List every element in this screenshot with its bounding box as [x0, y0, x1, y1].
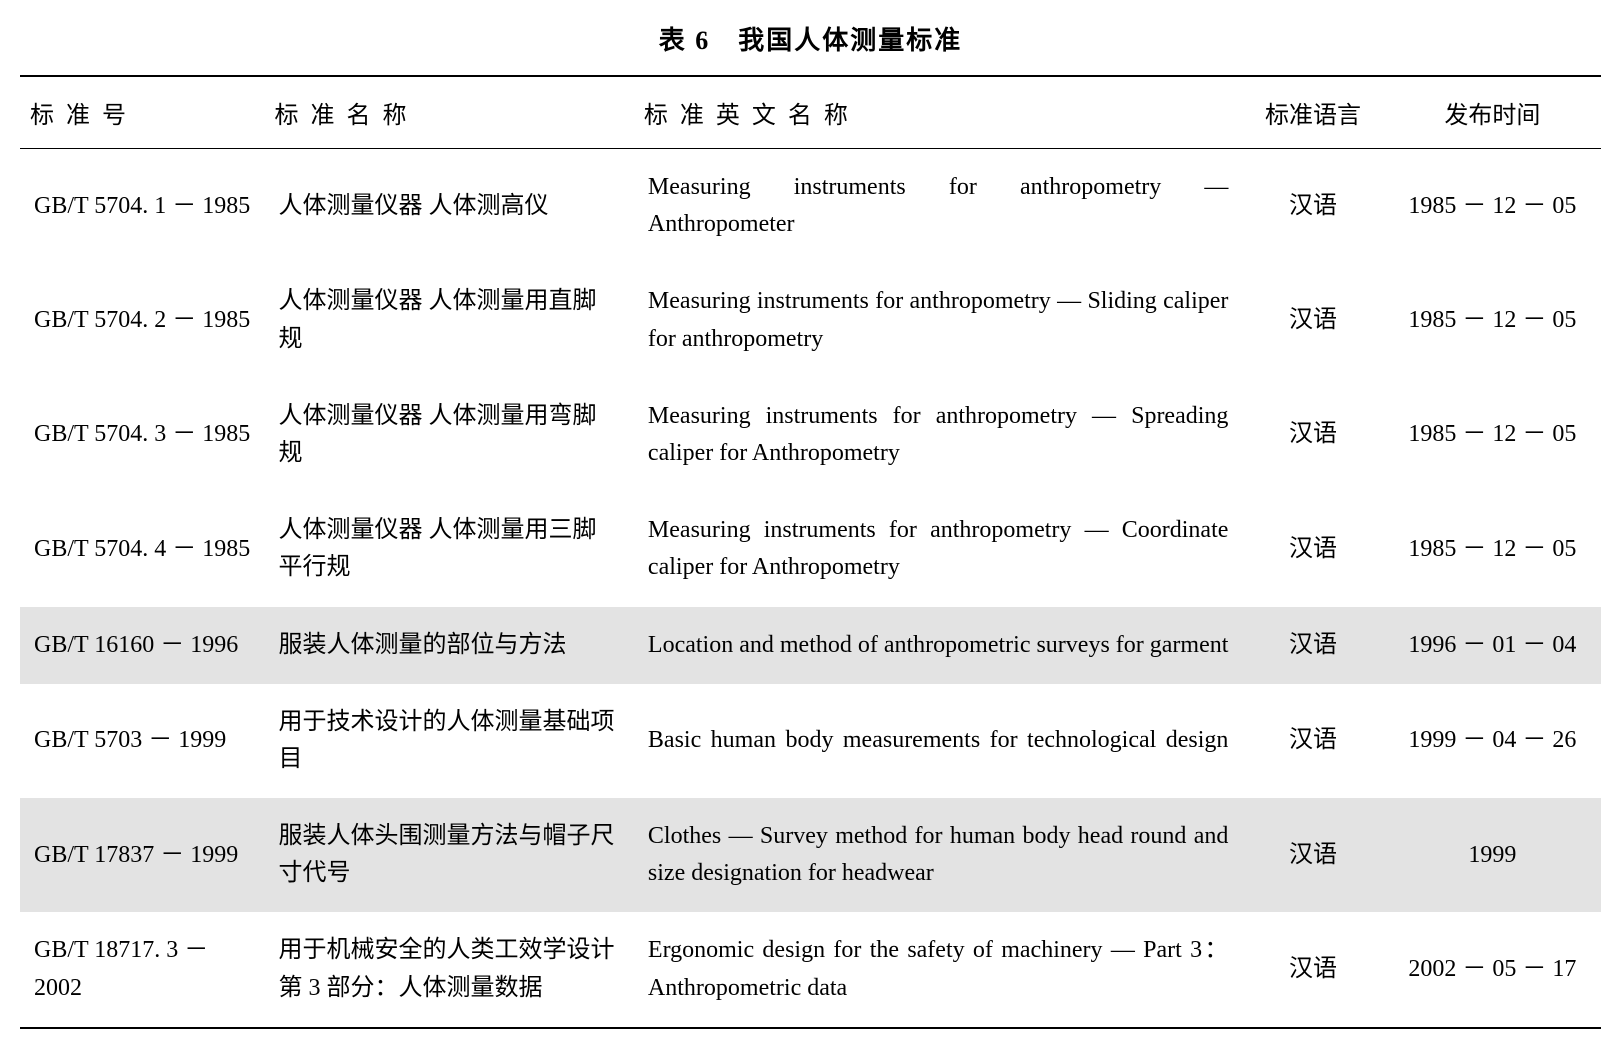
cell-standard-id: GB/T 5704. 4 － 1985 [20, 492, 264, 606]
cell-publish-date: 1999 [1384, 798, 1601, 912]
table-title: 表 6 我国人体测量标准 [20, 20, 1601, 57]
cell-standard-id: GB/T 5704. 2 － 1985 [20, 263, 264, 377]
header-standard-name-en: 标准英文名称 [634, 76, 1242, 149]
header-publish-date: 发布时间 [1384, 76, 1601, 149]
cell-standard-id: GB/T 17837 － 1999 [20, 798, 264, 912]
cell-language: 汉语 [1242, 798, 1383, 912]
cell-publish-date: 2002 － 05 － 17 [1384, 912, 1601, 1027]
cell-standard-name-en: Ergonomic design for the safety of machi… [634, 912, 1242, 1027]
cell-standard-name-cn: 服装人体头围测量方法与帽子尺寸代号 [264, 798, 633, 912]
cell-standard-id: GB/T 5704. 1 － 1985 [20, 149, 264, 264]
table-head: 标准号 标准名称 标准英文名称 标准语言 发布时间 [20, 76, 1601, 149]
table-row: GB/T 5704. 4 － 1985人体测量仪器 人体测量用三脚平行规Meas… [20, 492, 1601, 606]
cell-publish-date: 1996 － 01 － 04 [1384, 607, 1601, 684]
cell-language: 汉语 [1242, 912, 1383, 1027]
cell-language: 汉语 [1242, 149, 1383, 264]
table-row: GB/T 5703 － 1999用于技术设计的人体测量基础项目Basic hum… [20, 684, 1601, 798]
cell-standard-name-en: Measuring instruments for anthropometry … [634, 263, 1242, 377]
cell-publish-date: 1999 － 04 － 26 [1384, 684, 1601, 798]
cell-publish-date: 1985 － 12 － 05 [1384, 263, 1601, 377]
table-row: GB/T 17837 － 1999服装人体头围测量方法与帽子尺寸代号Clothe… [20, 798, 1601, 912]
cell-standard-name-cn: 用于机械安全的人类工效学设计 第 3 部分：人体测量数据 [264, 912, 633, 1027]
cell-standard-name-en: Measuring instruments for anthropometry … [634, 492, 1242, 606]
cell-standard-name-en: Location and method of anthropometric su… [634, 607, 1242, 684]
cell-language: 汉语 [1242, 607, 1383, 684]
cell-standard-name-cn: 人体测量仪器 人体测量用弯脚规 [264, 378, 633, 492]
cell-publish-date: 1985 － 12 － 05 [1384, 149, 1601, 264]
cell-standard-name-cn: 人体测量仪器 人体测高仪 [264, 149, 633, 264]
cell-standard-name-en: Basic human body measurements for techno… [634, 684, 1242, 798]
cell-standard-name-en: Measuring instruments for anthropometry … [634, 378, 1242, 492]
cell-standard-name-en: Measuring instruments for anthropometry … [634, 149, 1242, 264]
standards-table: 标准号 标准名称 标准英文名称 标准语言 发布时间 GB/T 5704. 1 －… [20, 75, 1601, 1029]
cell-language: 汉语 [1242, 263, 1383, 377]
header-language: 标准语言 [1242, 76, 1383, 149]
cell-standard-name-cn: 人体测量仪器 人体测量用三脚平行规 [264, 492, 633, 606]
header-row: 标准号 标准名称 标准英文名称 标准语言 发布时间 [20, 76, 1601, 149]
cell-standard-id: GB/T 5703 － 1999 [20, 684, 264, 798]
cell-language: 汉语 [1242, 378, 1383, 492]
cell-standard-id: GB/T 18717. 3 － 2002 [20, 912, 264, 1027]
cell-publish-date: 1985 － 12 － 05 [1384, 492, 1601, 606]
cell-standard-name-cn: 用于技术设计的人体测量基础项目 [264, 684, 633, 798]
table-container: 表 6 我国人体测量标准 标准号 标准名称 标准英文名称 标准语言 发布时间 G… [20, 20, 1601, 1029]
header-standard-name-cn: 标准名称 [264, 76, 633, 149]
table-row: GB/T 16160 － 1996服装人体测量的部位与方法Location an… [20, 607, 1601, 684]
table-body: GB/T 5704. 1 － 1985人体测量仪器 人体测高仪Measuring… [20, 149, 1601, 1028]
cell-standard-name-cn: 服装人体测量的部位与方法 [264, 607, 633, 684]
cell-language: 汉语 [1242, 492, 1383, 606]
table-row: GB/T 5704. 1 － 1985人体测量仪器 人体测高仪Measuring… [20, 149, 1601, 264]
cell-standard-id: GB/T 5704. 3 － 1985 [20, 378, 264, 492]
cell-publish-date: 1985 － 12 － 05 [1384, 378, 1601, 492]
cell-standard-id: GB/T 16160 － 1996 [20, 607, 264, 684]
table-row: GB/T 5704. 3 － 1985人体测量仪器 人体测量用弯脚规Measur… [20, 378, 1601, 492]
header-standard-id: 标准号 [20, 76, 264, 149]
cell-language: 汉语 [1242, 684, 1383, 798]
cell-standard-name-cn: 人体测量仪器 人体测量用直脚规 [264, 263, 633, 377]
table-row: GB/T 5704. 2 － 1985人体测量仪器 人体测量用直脚规Measur… [20, 263, 1601, 377]
table-row: GB/T 18717. 3 － 2002用于机械安全的人类工效学设计 第 3 部… [20, 912, 1601, 1027]
cell-standard-name-en: Clothes — Survey method for human body h… [634, 798, 1242, 912]
